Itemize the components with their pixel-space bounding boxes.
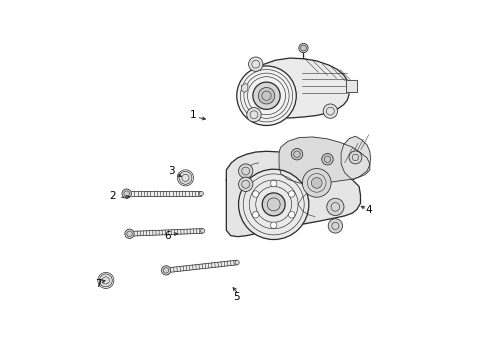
Circle shape <box>322 153 333 165</box>
Circle shape <box>262 193 285 216</box>
Circle shape <box>122 189 131 198</box>
Text: 3: 3 <box>168 166 175 176</box>
Circle shape <box>349 151 362 164</box>
Polygon shape <box>243 58 349 118</box>
Circle shape <box>291 148 303 160</box>
Text: 2: 2 <box>109 191 116 201</box>
Text: 6: 6 <box>165 231 171 240</box>
Circle shape <box>179 171 192 184</box>
Circle shape <box>239 169 309 239</box>
Circle shape <box>270 180 277 187</box>
Circle shape <box>239 164 253 178</box>
Circle shape <box>239 177 253 192</box>
Circle shape <box>299 43 308 53</box>
Text: 1: 1 <box>190 111 196 121</box>
Circle shape <box>311 177 322 188</box>
Text: 4: 4 <box>366 206 372 216</box>
Text: 7: 7 <box>95 279 101 289</box>
Circle shape <box>125 229 134 238</box>
Polygon shape <box>279 137 370 184</box>
Circle shape <box>252 212 259 218</box>
Circle shape <box>247 108 261 122</box>
Circle shape <box>200 229 205 233</box>
Text: 5: 5 <box>233 292 239 302</box>
Polygon shape <box>131 191 201 196</box>
Polygon shape <box>346 80 357 92</box>
Circle shape <box>327 198 344 216</box>
Circle shape <box>99 274 112 287</box>
Circle shape <box>302 168 331 197</box>
Circle shape <box>161 266 171 275</box>
Circle shape <box>289 212 295 218</box>
Circle shape <box>253 82 280 109</box>
Circle shape <box>258 87 275 104</box>
Circle shape <box>235 260 239 265</box>
Circle shape <box>237 66 296 126</box>
Polygon shape <box>171 260 237 272</box>
Polygon shape <box>134 229 203 236</box>
Circle shape <box>270 222 277 228</box>
Circle shape <box>252 191 259 197</box>
Circle shape <box>289 191 295 197</box>
Polygon shape <box>341 136 370 180</box>
Circle shape <box>199 192 203 196</box>
Polygon shape <box>242 84 248 93</box>
Polygon shape <box>226 151 361 237</box>
Circle shape <box>248 57 263 71</box>
Circle shape <box>323 104 338 118</box>
Circle shape <box>328 219 343 233</box>
